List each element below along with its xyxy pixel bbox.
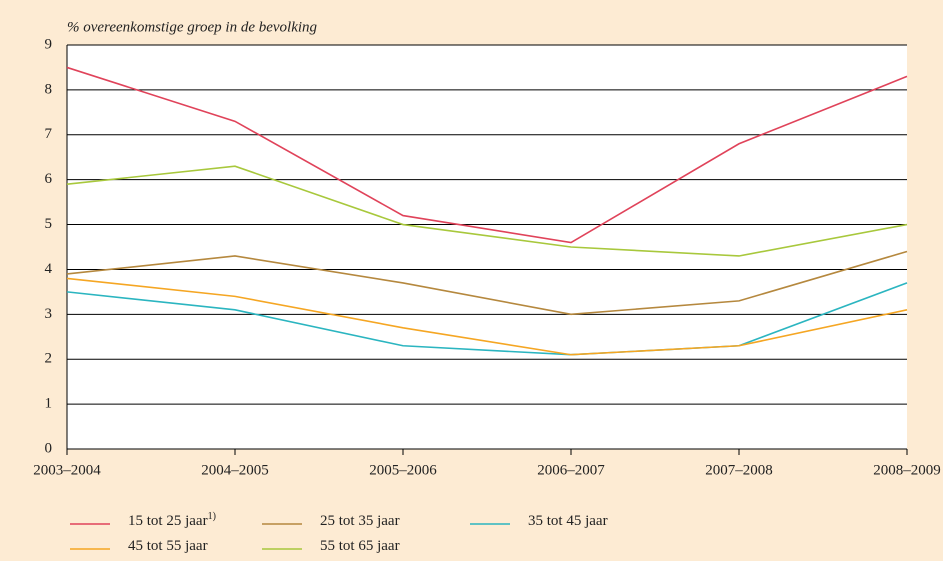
y-tick-label: 4 — [45, 261, 53, 277]
y-tick-label: 8 — [45, 81, 53, 97]
series-line — [66, 277, 908, 356]
y-tick-label: 5 — [45, 216, 53, 232]
legend-text: 35 tot 45 jaar — [528, 513, 608, 529]
legend-text: 45 tot 55 jaar — [128, 538, 208, 554]
series-line — [66, 165, 908, 257]
series-line — [66, 282, 908, 356]
series-line — [66, 250, 908, 316]
legend-text: 25 tot 35 jaar — [320, 513, 400, 529]
series-line — [66, 66, 908, 244]
y-tick-label: 6 — [45, 171, 53, 187]
y-tick-label: 1 — [45, 396, 53, 412]
legend-label: 35 tot 45 jaar — [528, 513, 608, 529]
legend-text: 55 tot 65 jaar — [320, 538, 400, 554]
legend-text: 15 tot 25 jaar — [128, 513, 208, 529]
y-tick-label: 0 — [45, 440, 53, 456]
x-tick-label: 2004–2005 — [201, 462, 269, 478]
y-tick-label: 7 — [45, 126, 53, 142]
x-tick-label: 2003–2004 — [33, 462, 101, 478]
x-tick-label: 2008–2009 — [873, 462, 941, 478]
legend-footnote: 1) — [208, 511, 216, 522]
x-tick-label: 2005–2006 — [369, 462, 437, 478]
x-tick-label: 2006–2007 — [537, 462, 605, 478]
legend-label: 45 tot 55 jaar — [128, 538, 208, 554]
y-tick-label: 3 — [45, 306, 53, 322]
legend-label: 55 tot 65 jaar — [320, 538, 400, 554]
y-axis-label: % overeenkomstige groep in de bevolking — [67, 19, 318, 35]
y-tick-label: 9 — [45, 36, 53, 52]
y-tick-label: 2 — [45, 351, 53, 367]
legend-label: 25 tot 35 jaar — [320, 513, 400, 529]
x-tick-label: 2007–2008 — [705, 462, 773, 478]
legend-label: 15 tot 25 jaar1) — [128, 511, 216, 529]
plot-area — [67, 45, 907, 449]
